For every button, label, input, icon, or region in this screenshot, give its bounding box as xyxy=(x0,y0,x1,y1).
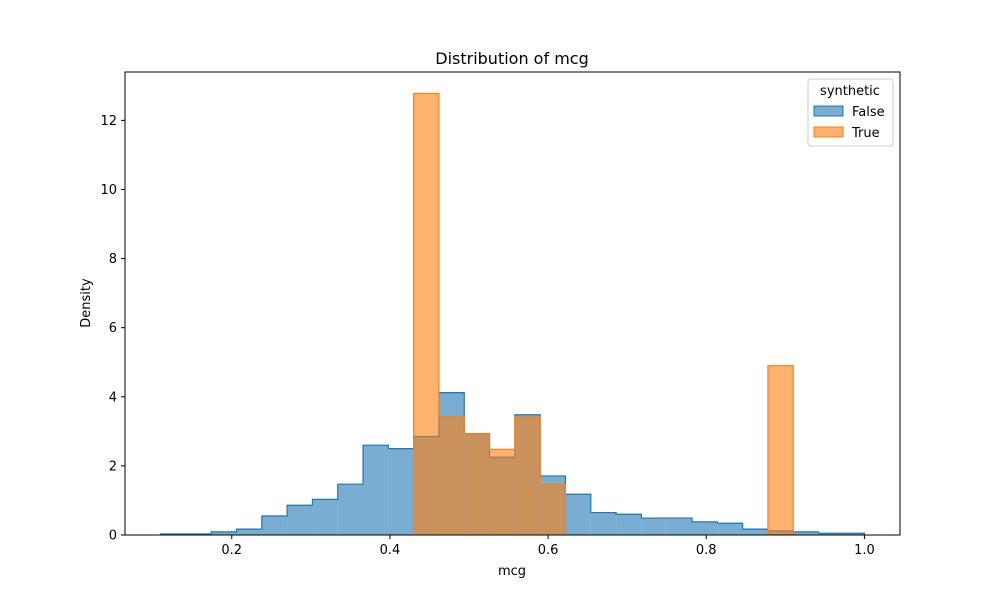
histogram-bar xyxy=(717,523,743,535)
series-outline xyxy=(413,92,794,535)
histogram-bar xyxy=(793,531,819,535)
histogram-bar xyxy=(818,533,844,535)
histogram-bar xyxy=(287,505,313,535)
histogram-bar xyxy=(616,514,642,535)
plot-area xyxy=(159,92,866,535)
histogram-bar xyxy=(742,529,768,535)
y-tick-label: 10 xyxy=(100,183,117,198)
y-tick-label: 12 xyxy=(100,114,117,129)
y-tick-label: 0 xyxy=(109,529,117,544)
histogram-bar xyxy=(540,484,566,535)
histogram-bar xyxy=(464,433,490,535)
histogram-bar xyxy=(312,499,338,535)
y-axis-label: Density xyxy=(79,278,94,328)
axes-frame xyxy=(124,71,901,536)
series-true xyxy=(413,92,794,535)
x-axis: 0.2 0.4 0.6 0.8 1.0 xyxy=(221,535,875,558)
histogram-bar xyxy=(843,533,865,535)
legend-swatch-true xyxy=(813,126,844,138)
histogram-bar xyxy=(692,521,718,535)
histogram-bar xyxy=(514,416,541,535)
legend-label-true: True xyxy=(851,126,880,141)
chart-title: Distribution of mcg xyxy=(435,49,588,68)
histogram-bar xyxy=(641,518,667,535)
histogram-bar xyxy=(438,416,465,535)
histogram-bar xyxy=(565,494,591,535)
x-tick-label: 0.4 xyxy=(380,543,401,558)
x-tick-label: 1.0 xyxy=(854,543,875,558)
x-axis-label: mcg xyxy=(498,564,526,579)
y-tick-label: 2 xyxy=(109,459,117,474)
y-tick-label: 4 xyxy=(109,390,117,405)
histogram-bar xyxy=(413,93,439,535)
x-tick-label: 0.6 xyxy=(538,543,559,558)
x-tick-label: 0.2 xyxy=(221,543,242,558)
legend-title: synthetic xyxy=(820,84,880,99)
histogram-bar xyxy=(261,515,288,535)
histogram-bar xyxy=(489,449,515,535)
histogram-bar xyxy=(236,529,262,535)
legend-label-false: False xyxy=(852,105,885,120)
legend: synthetic False True xyxy=(807,78,894,147)
histogram-bar xyxy=(211,531,237,535)
histogram-bar xyxy=(388,448,414,535)
histogram-bar xyxy=(666,518,693,535)
histogram-bar xyxy=(767,365,794,535)
x-tick-label: 0.8 xyxy=(696,543,717,558)
y-tick-label: 6 xyxy=(109,321,117,336)
y-axis: 0 2 4 6 8 10 12 xyxy=(100,114,125,544)
histogram-bar xyxy=(590,512,617,535)
y-tick-label: 8 xyxy=(109,252,117,267)
histogram-bar xyxy=(363,445,389,535)
legend-swatch-false xyxy=(813,105,844,117)
histogram-bar xyxy=(337,484,364,535)
